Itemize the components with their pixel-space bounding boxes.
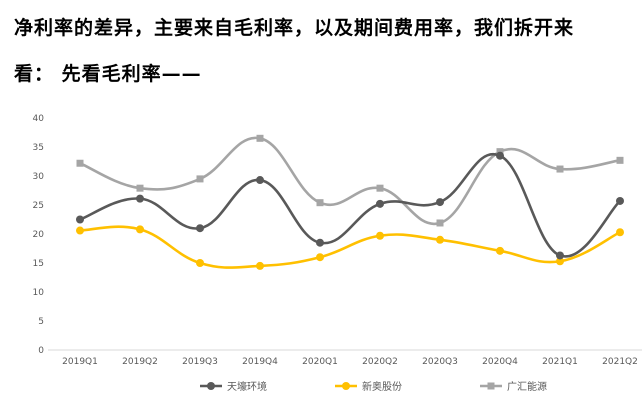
data-point [316, 238, 324, 247]
y-tick-label: 40 [33, 114, 45, 124]
data-point [616, 196, 624, 205]
data-point [316, 253, 324, 262]
data-point [616, 156, 624, 164]
data-point [556, 257, 564, 266]
data-point [436, 235, 444, 244]
chart-series-markers [76, 134, 624, 270]
chart-legend: 天壕环境 新奥股份 广汇能源 [200, 380, 547, 393]
series-line-1 [78, 225, 622, 269]
x-tick-label: 2021Q2 [602, 357, 638, 367]
data-point [136, 184, 144, 192]
x-tick-label: 2019Q4 [242, 357, 278, 367]
legend-swatch-marker [207, 382, 215, 390]
data-point [376, 199, 384, 208]
data-point [556, 251, 564, 260]
data-point [136, 225, 144, 234]
x-tick-label: 2020Q4 [482, 357, 518, 367]
series-line-2 [78, 136, 622, 226]
data-point [256, 176, 264, 185]
data-point [616, 228, 624, 237]
y-tick-label: 10 [33, 288, 45, 298]
data-point [496, 151, 504, 160]
gross-margin-line-chart: 0 5 10 15 20 25 30 35 40 2019Q1 2019Q2 2019Q3 2019Q4… [33, 114, 642, 393]
y-tick-label: 15 [33, 259, 44, 269]
data-point [496, 148, 504, 156]
data-point [496, 246, 504, 255]
y-tick-label: 20 [33, 230, 45, 240]
data-point [76, 226, 84, 235]
series-line-0 [78, 152, 622, 258]
data-point [316, 199, 324, 207]
chart-axes: 0 5 10 15 20 25 30 35 40 2019Q1 2019Q2 2019Q3 2019Q4… [33, 114, 642, 367]
data-point [376, 184, 384, 192]
x-tick-label: 2019Q2 [122, 357, 158, 367]
data-point [76, 159, 84, 167]
x-tick-label: 2019Q3 [182, 357, 218, 367]
data-point [556, 165, 564, 173]
data-point [196, 175, 204, 183]
x-tick-label: 2019Q1 [62, 357, 98, 367]
data-point [256, 134, 264, 142]
data-point [376, 231, 384, 240]
y-tick-label: 30 [33, 172, 45, 182]
x-tick-label: 2021Q1 [542, 357, 578, 367]
y-tick-label: 5 [38, 317, 44, 327]
paragraph-line-2: 看： 先看毛利率—— [14, 63, 202, 85]
legend-label: 广汇能源 [507, 380, 547, 393]
data-point [436, 198, 444, 207]
x-tick-label: 2020Q1 [302, 357, 338, 367]
y-tick-label: 25 [33, 201, 44, 211]
data-point [256, 261, 264, 270]
data-point [196, 224, 204, 233]
legend-swatch-marker [487, 382, 495, 390]
y-tick-label: 0 [38, 346, 44, 356]
legend-label: 新奥股份 [362, 380, 402, 393]
paragraph-line-1: 净利率的差异，主要来自毛利率，以及期间费用率，我们拆开来 [14, 17, 575, 39]
data-point [436, 219, 444, 227]
data-point [136, 194, 144, 203]
legend-label: 天壕环境 [227, 380, 267, 393]
data-point [196, 259, 204, 267]
data-point [76, 215, 84, 224]
y-tick-label: 35 [33, 143, 44, 153]
x-tick-label: 2020Q2 [362, 357, 398, 367]
legend-swatch-marker [342, 382, 350, 390]
chart-series-lines [78, 136, 622, 269]
x-tick-label: 2020Q3 [422, 357, 458, 367]
